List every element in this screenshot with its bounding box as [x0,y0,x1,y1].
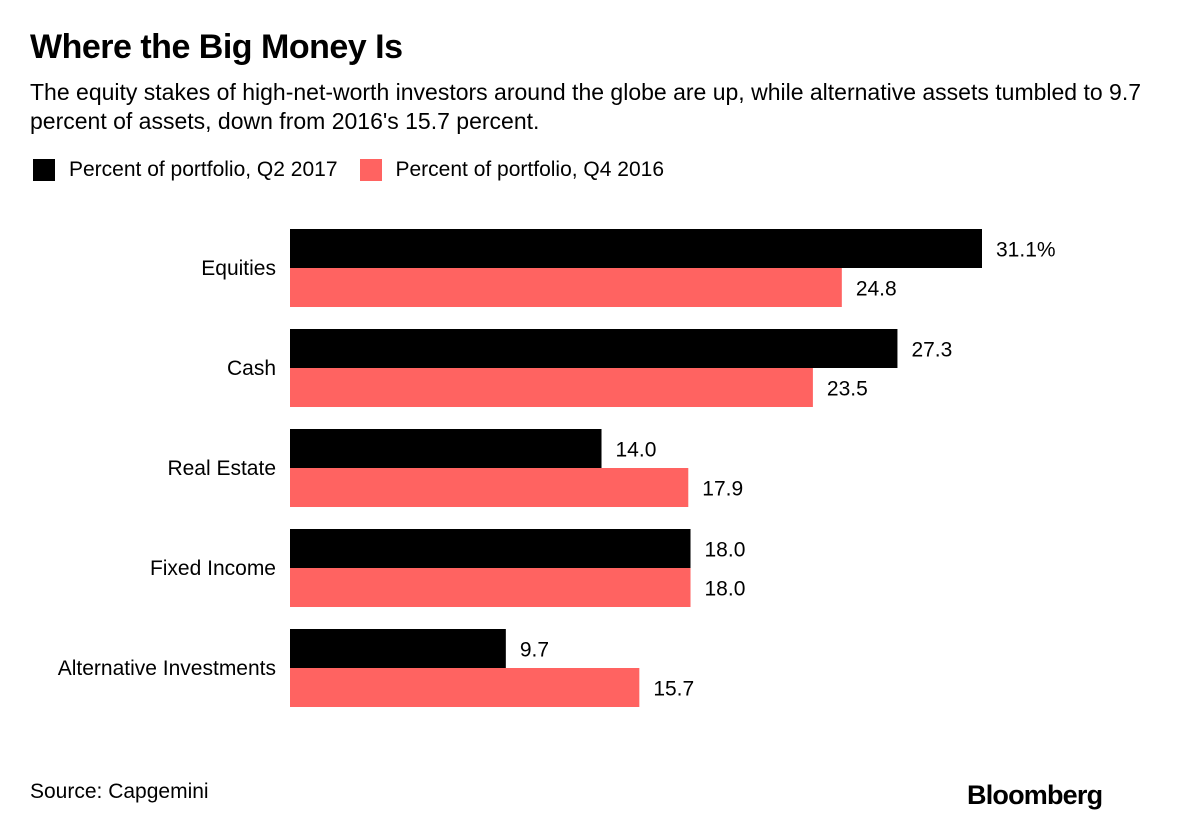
legend-item-q2-2017: Percent of portfolio, Q2 2017 [33,158,338,182]
bloomberg-logo: Bloomberg [967,780,1103,810]
bar-q2-2017 [290,429,602,468]
bar-q2-2017 [290,329,898,368]
category-label: Fixed Income [150,557,276,580]
data-label: 17.9 [702,478,743,501]
category-label: Equities [201,257,276,280]
bar-q4-2016 [290,368,813,407]
data-label: 9.7 [520,639,549,662]
legend-label-q2-2017: Percent of portfolio, Q2 2017 [69,158,338,181]
legend-item-q4-2016: Percent of portfolio, Q4 2016 [359,158,665,182]
legend-swatch-q2-2017 [33,159,55,181]
data-label: 14.0 [616,439,657,462]
data-label: 18.0 [705,578,746,601]
legend-swatch-q4-2016 [359,159,382,181]
data-label: 24.8 [856,278,897,301]
legend-label-q4-2016: Percent of portfolio, Q4 2016 [395,158,665,181]
category-label: Cash [227,357,276,380]
bar-q4-2016 [290,668,640,707]
bar-q2-2017 [290,229,982,268]
bar-q4-2016 [290,468,689,507]
data-label: 18.0 [705,539,746,562]
data-label: 31.1% [996,239,1056,262]
data-label: 23.5 [827,378,868,401]
bar-q2-2017 [290,529,691,568]
data-label: 15.7 [653,678,694,701]
legend: Percent of portfolio, Q2 2017 Percent of… [33,158,686,182]
chart-subtitle: The equity stakes of high-net-worth inve… [30,79,1142,134]
bar-q4-2016 [290,268,842,307]
bar-q2-2017 [290,629,506,668]
data-label: 27.3 [911,339,952,362]
category-label: Real Estate [167,457,276,480]
bar-q4-2016 [290,568,691,607]
chart-title: Where the Big Money Is [30,28,403,66]
category-label: Alternative Investments [58,657,276,680]
source-note: Source: Capgemini [30,780,209,803]
